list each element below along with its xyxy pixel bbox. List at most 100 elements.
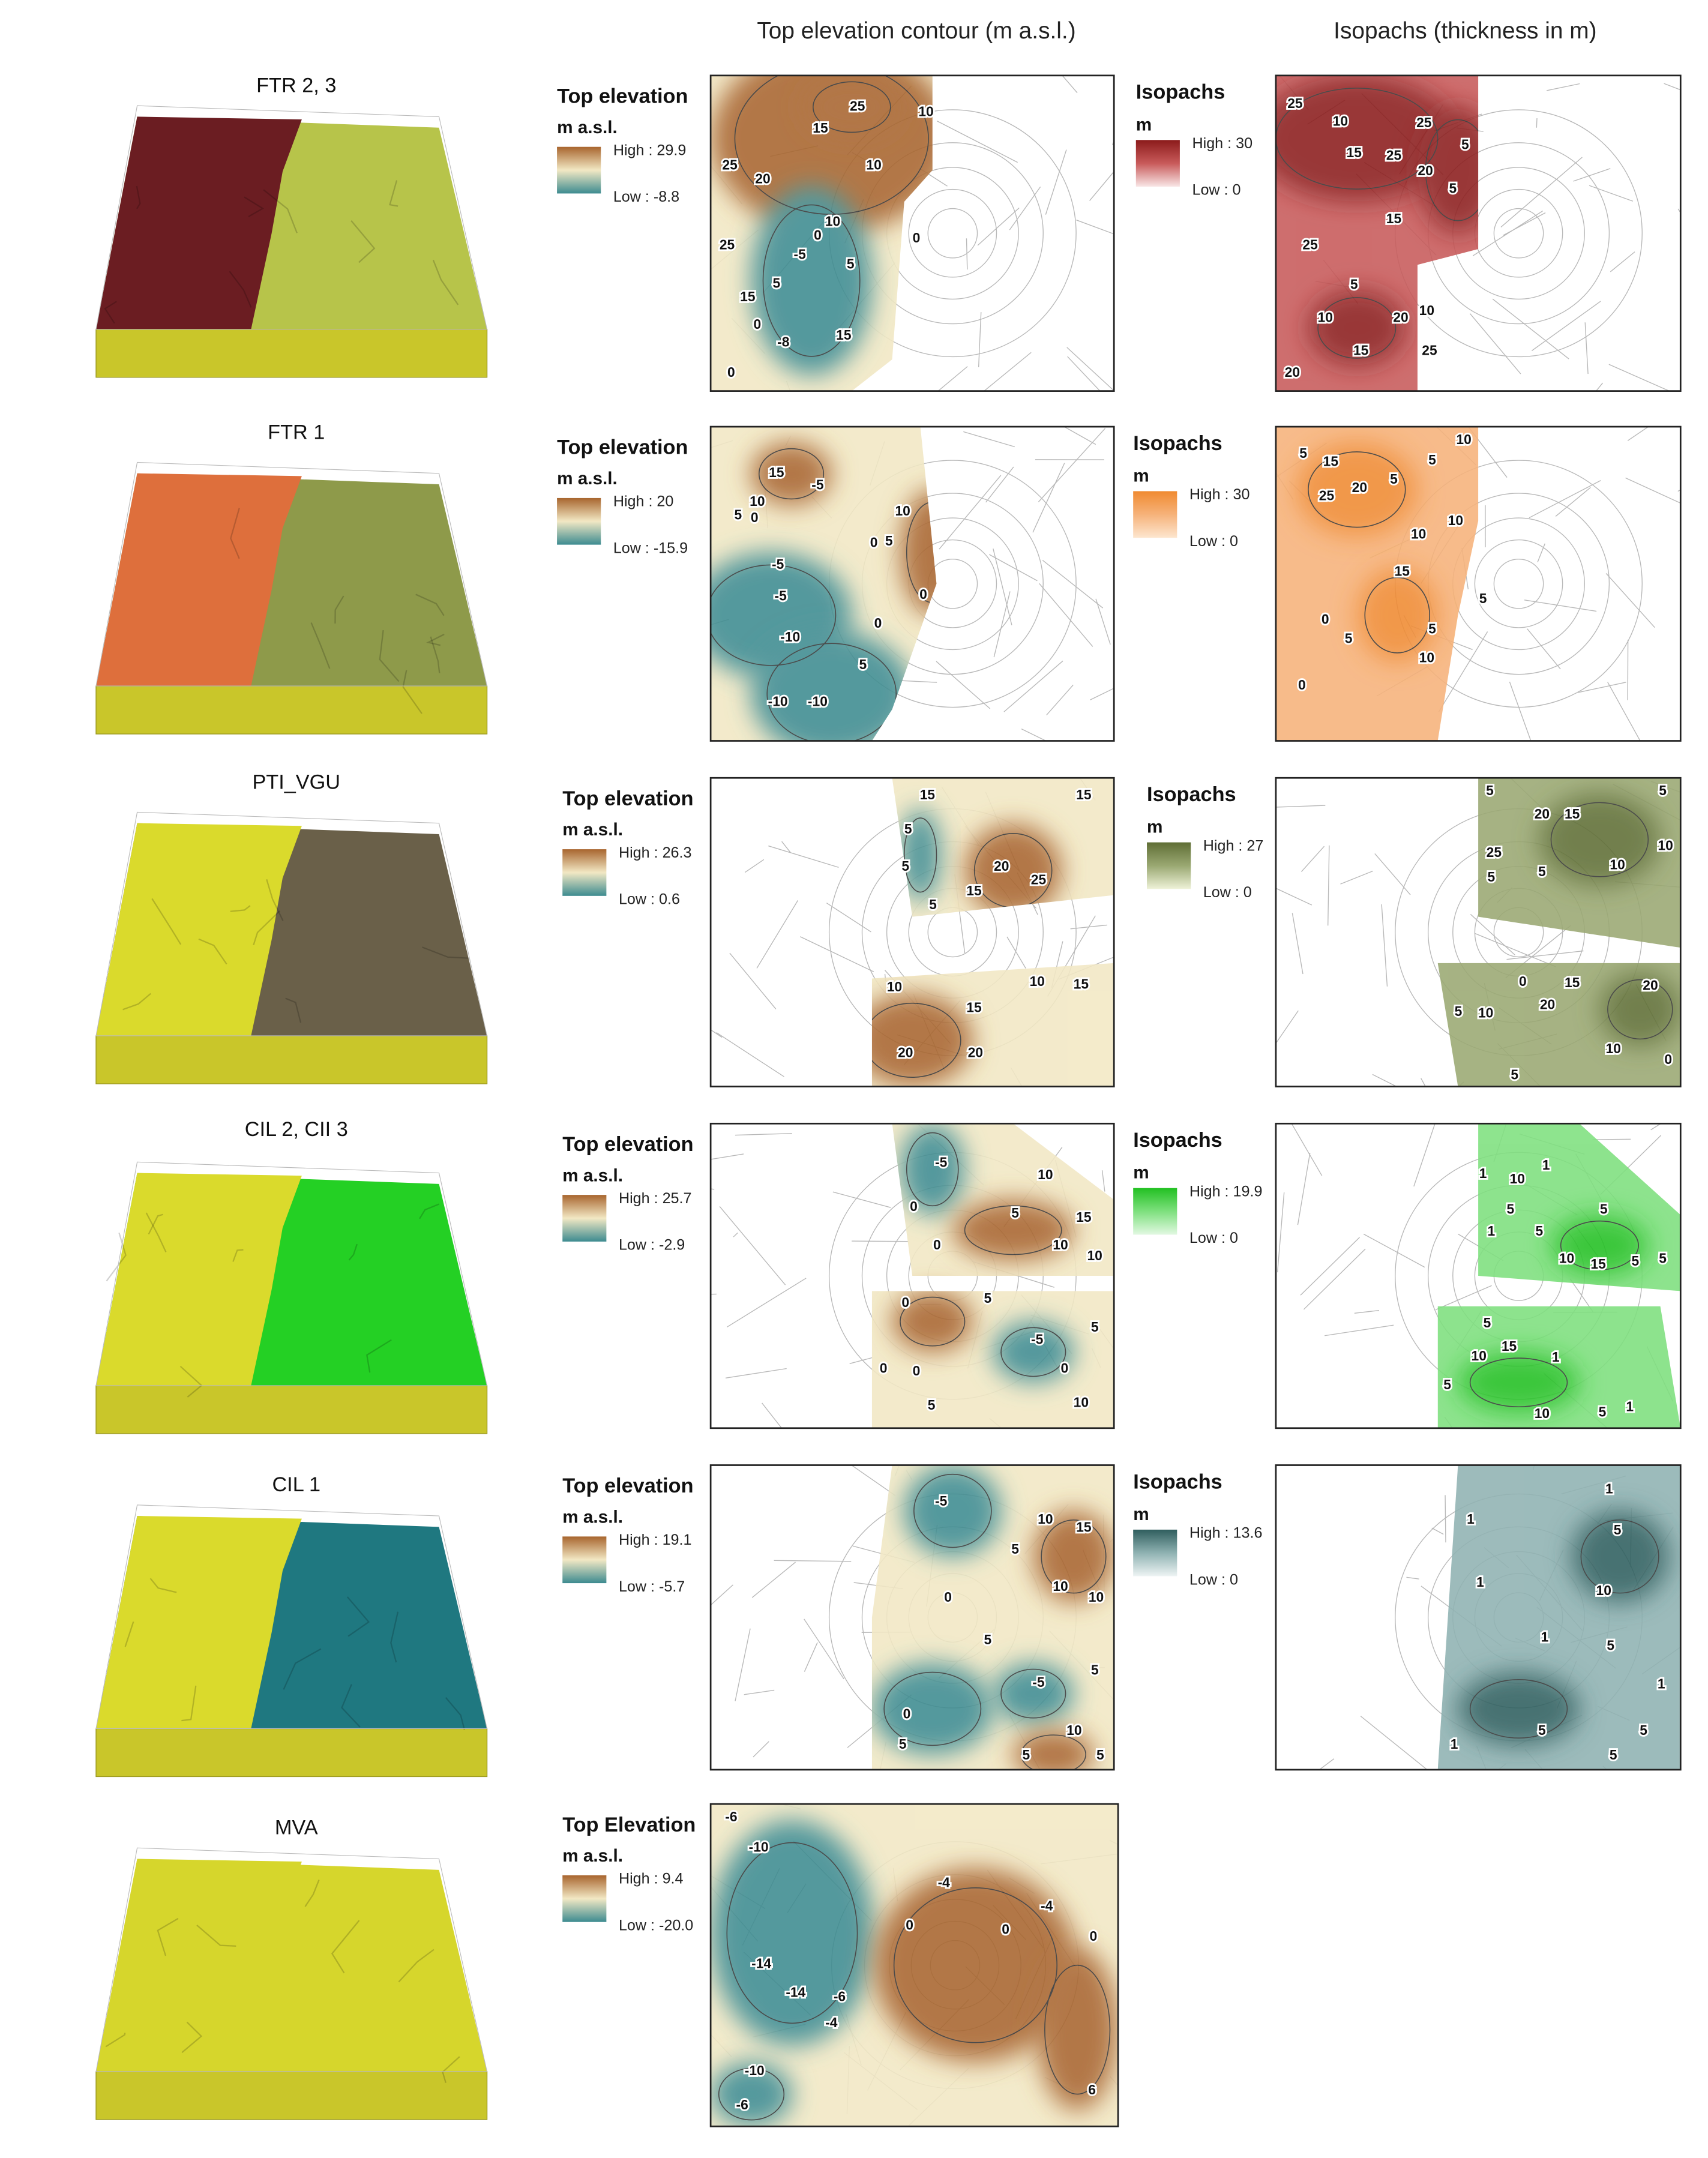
contour-label: 0 xyxy=(906,1917,913,1933)
contour-label: -10 xyxy=(780,629,800,645)
legend-low: Low : -20.0 xyxy=(619,1917,693,1934)
legend-low: Low : 0 xyxy=(1189,1571,1238,1588)
contour-line xyxy=(1308,451,1406,528)
legend-swatch xyxy=(557,497,601,545)
legend-swatch xyxy=(1135,140,1180,187)
contour-label: 0 xyxy=(1061,1360,1069,1376)
street xyxy=(751,1561,796,1598)
street xyxy=(1625,477,1681,504)
contour-label: 15 xyxy=(1076,787,1092,802)
contour-label: 10 xyxy=(1419,302,1434,318)
contour-label: 5 xyxy=(984,1632,992,1647)
street xyxy=(1493,208,1544,259)
street xyxy=(711,1153,744,1160)
legend-low: Low : -8.8 xyxy=(613,188,679,205)
street xyxy=(735,1628,751,1701)
street xyxy=(1492,298,1569,359)
legend-swatch xyxy=(1147,842,1191,889)
contour-label: 15 xyxy=(769,464,784,480)
relief xyxy=(341,1684,361,1728)
contour-label: 5 xyxy=(1631,1253,1639,1269)
bounding-box xyxy=(95,1847,488,2072)
legend-high: High : 19.9 xyxy=(1189,1183,1263,1200)
map-frame xyxy=(1275,1122,1682,1429)
contour-line xyxy=(711,564,837,666)
surface-blob xyxy=(1275,75,1458,202)
street xyxy=(1524,600,1597,612)
surface-blob xyxy=(1296,442,1418,537)
relief xyxy=(445,1697,466,1730)
street xyxy=(1275,1345,1276,1347)
relief xyxy=(432,259,459,305)
legend-swatch xyxy=(557,146,601,194)
contour-label: 10 xyxy=(1448,512,1463,528)
street xyxy=(727,1278,807,1327)
contour-label: 20 xyxy=(1540,997,1555,1012)
surface-blob xyxy=(952,1200,1074,1261)
street xyxy=(899,680,937,683)
street xyxy=(1500,157,1583,228)
contour-label: 5 xyxy=(1486,783,1494,798)
street xyxy=(1354,1309,1379,1314)
map-frame xyxy=(709,1803,1119,2127)
isopach-legend: Isopachs m High : 30 Low : 0 xyxy=(1133,432,1249,550)
contour-label: 20 xyxy=(1285,364,1300,380)
street xyxy=(1090,688,1114,700)
street xyxy=(744,1689,775,1695)
relief xyxy=(198,938,227,965)
legend-low: Low : 0.6 xyxy=(619,891,680,908)
legend-unit: m a.s.l. xyxy=(562,1507,623,1527)
contour-label: 5 xyxy=(1484,1315,1491,1330)
street xyxy=(850,1465,896,1496)
contour-line xyxy=(1317,297,1397,359)
street xyxy=(1445,1495,1446,1543)
relief xyxy=(285,997,302,1023)
contour-label: 25 xyxy=(850,98,865,113)
street-network xyxy=(711,427,1114,741)
surface-blob xyxy=(904,1465,1002,1557)
contour-label: 10 xyxy=(1087,1248,1102,1263)
relief xyxy=(244,196,265,217)
street xyxy=(1042,559,1104,609)
contour-label: 10 xyxy=(1606,1041,1621,1056)
street xyxy=(1435,1285,1492,1311)
contour-label: 5 xyxy=(1443,1377,1451,1392)
3d-model xyxy=(95,1161,488,1434)
legend-unit: m xyxy=(1133,1504,1149,1524)
street xyxy=(983,352,1032,391)
surface-blob xyxy=(900,1123,965,1215)
relief xyxy=(148,1213,164,1235)
contour-line xyxy=(718,2067,785,2121)
surface-blob xyxy=(900,489,937,616)
relief xyxy=(145,1212,167,1252)
street xyxy=(1363,1233,1425,1268)
relief xyxy=(122,993,151,1011)
legend-title: Isopachs xyxy=(1147,783,1236,806)
street xyxy=(1101,1170,1105,1192)
contour-label: -10 xyxy=(749,1839,769,1854)
isopach-map: 5 5 20 15 25 5 5 10 10 0 20 15 20 5 10 10 0 5 xyxy=(1275,777,1682,1087)
street xyxy=(1340,870,1373,885)
map-frame xyxy=(1275,425,1682,742)
map-frame xyxy=(1275,1464,1682,1771)
3d-model xyxy=(95,1504,488,1778)
relief xyxy=(348,1243,358,1261)
contour-label: 25 xyxy=(720,236,735,252)
contour-line xyxy=(883,1671,982,1746)
contour-line xyxy=(900,1296,966,1347)
street xyxy=(1406,1576,1419,1579)
contour-label: 0 xyxy=(1664,1051,1672,1067)
relief xyxy=(266,879,284,921)
street xyxy=(985,466,1014,503)
street xyxy=(711,1584,733,1606)
street xyxy=(1067,356,1101,391)
street xyxy=(1605,573,1655,628)
contour-label: 10 xyxy=(1535,1405,1550,1421)
legend-high: High : 30 xyxy=(1192,135,1252,152)
legend-high: High : 9.4 xyxy=(619,1871,684,1887)
legend-unit: m a.s.l. xyxy=(557,118,618,137)
data-surface xyxy=(1275,75,1479,391)
street xyxy=(1095,598,1111,645)
contour-label: 5 xyxy=(1479,591,1487,606)
